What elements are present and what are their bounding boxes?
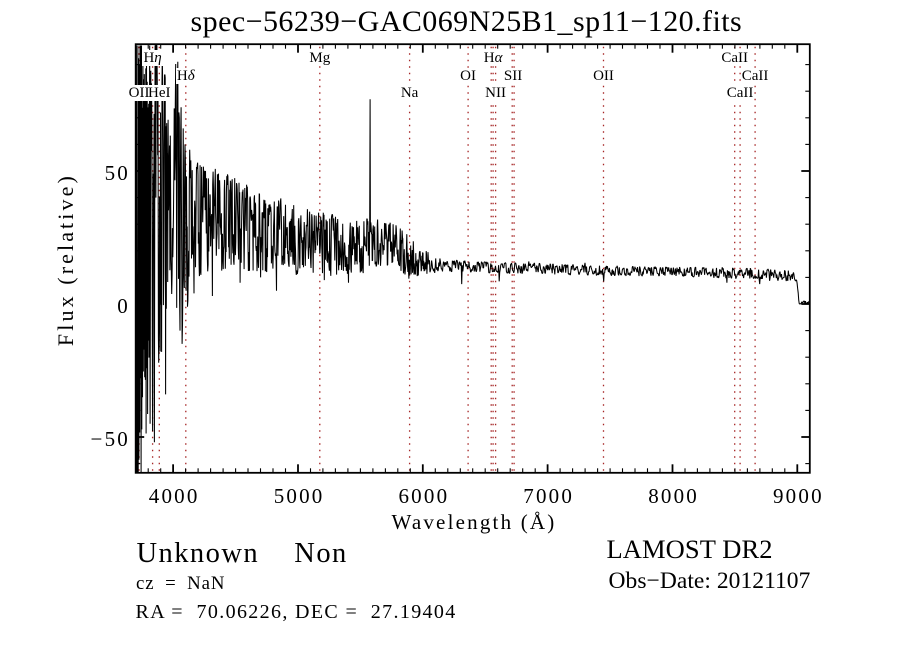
svg-text:Flux (relative): Flux (relative) — [53, 173, 78, 346]
